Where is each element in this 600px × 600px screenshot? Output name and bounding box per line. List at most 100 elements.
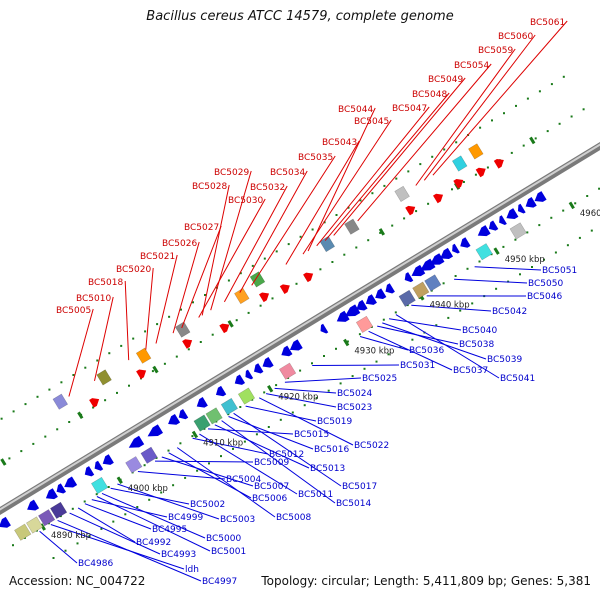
tick-dot [491, 119, 493, 122]
reverse-leader-line [312, 364, 400, 366]
reverse-gene-arrow [506, 208, 519, 220]
tick-dot [239, 406, 242, 408]
reverse-gene-label: BC5024 [337, 389, 372, 399]
forward-leader-line [124, 280, 130, 361]
tick-dot [204, 294, 206, 296]
reverse-leader-line [176, 447, 276, 518]
reverse-gene-label: BC5015 [294, 430, 329, 440]
kbp-tick [493, 247, 500, 255]
reverse-gene-label: BC5002 [190, 500, 225, 510]
tick-dot [367, 239, 370, 242]
tick-dot [227, 279, 230, 282]
tick-dot [56, 428, 59, 431]
tick-dot [68, 421, 71, 423]
forward-gene-block [96, 369, 112, 386]
forward-leader-line [251, 155, 336, 286]
reverse-leader-line [214, 424, 310, 469]
tick-dot [12, 544, 14, 547]
tick-dot [255, 433, 258, 436]
forward-leader-line [415, 48, 516, 186]
tick-dot [550, 83, 553, 86]
forward-gene-label: BC5044 [338, 105, 373, 115]
backbone-highlight [0, 143, 600, 511]
tick-dot [8, 457, 11, 460]
tick-dot [116, 391, 118, 394]
tick-dot [72, 374, 75, 376]
forward-leader-line [223, 185, 288, 303]
reverse-leader-line [368, 330, 453, 371]
tick-dot [76, 542, 79, 545]
tick-dot [431, 155, 434, 158]
reverse-leader-line [91, 499, 168, 518]
scale-label: 4960 kbp [580, 209, 600, 219]
tick-dot [175, 355, 178, 358]
reverse-leader-line [266, 393, 337, 408]
tick-dot [538, 90, 541, 93]
reverse-gene-arrow [0, 516, 11, 528]
tick-dot [519, 273, 521, 276]
forward-gene-block [344, 218, 360, 235]
tick-dot [24, 403, 27, 406]
tick-dot [558, 122, 561, 125]
tick-dot [403, 217, 406, 220]
tick-dot [199, 341, 202, 343]
tick-dot [259, 304, 262, 307]
tick-dot [23, 536, 26, 539]
reverse-gene-arrow [499, 215, 507, 226]
tick-dot [526, 231, 529, 234]
reverse-gene-arrow [84, 466, 95, 477]
reverse-gene-arrow [215, 385, 227, 397]
reverse-leader-line [207, 428, 294, 435]
tick-dot [160, 491, 163, 494]
tick-dot [382, 318, 385, 321]
tick-dot [358, 333, 361, 336]
tick-dot [351, 375, 354, 378]
forward-gene-block [394, 185, 410, 202]
reverse-gene-arrow [147, 424, 164, 437]
backbone-line [0, 141, 600, 516]
forward-gene-label: BC5045 [354, 117, 389, 127]
forward-gene-block [135, 347, 152, 364]
reverse-gene-block [14, 523, 32, 541]
tick-dot [411, 338, 414, 341]
kbp-tick [267, 385, 274, 393]
tick-dot [503, 112, 505, 115]
tick-dot [562, 75, 565, 78]
tick-dot [586, 195, 589, 197]
forward-gene-label: BC5054 [454, 61, 489, 71]
forward-gene-arrow [493, 159, 504, 169]
tick-dot [566, 244, 569, 247]
tick-dot [578, 236, 581, 239]
reverse-leader-line [228, 416, 314, 450]
reverse-gene-label: BC5011 [298, 490, 333, 500]
tick-dot [187, 348, 190, 351]
tick-dot [531, 266, 533, 268]
forward-gene-label: BC5029 [214, 168, 249, 178]
tick-dot [144, 330, 147, 333]
tick-dot [172, 484, 175, 487]
tick-dot [315, 396, 318, 399]
tick-dot [155, 456, 158, 459]
tick-dot [143, 464, 146, 467]
reverse-leader-line [39, 530, 78, 564]
tick-dot [550, 216, 553, 219]
kbp-tick [0, 458, 7, 466]
forward-gene-arrow [136, 369, 147, 380]
reverse-leader-line [382, 322, 487, 360]
tick-dot [92, 406, 95, 409]
forward-leader-line [181, 225, 222, 329]
reverse-gene-arrow [128, 435, 145, 448]
tick-dot [303, 404, 306, 407]
tick-dot [570, 115, 573, 118]
tick-dot [196, 469, 199, 472]
reverse-leader-line [77, 507, 136, 543]
tick-dot [191, 435, 194, 438]
reverse-gene-block [26, 516, 44, 534]
reverse-gene-label: ldh [185, 565, 199, 575]
reverse-gene-arrow [234, 374, 246, 385]
forward-leader-line [172, 241, 200, 334]
reverse-gene-label: BC4995 [152, 525, 187, 535]
reverse-gene-block [398, 289, 416, 307]
reverse-gene-arrow [281, 345, 293, 357]
